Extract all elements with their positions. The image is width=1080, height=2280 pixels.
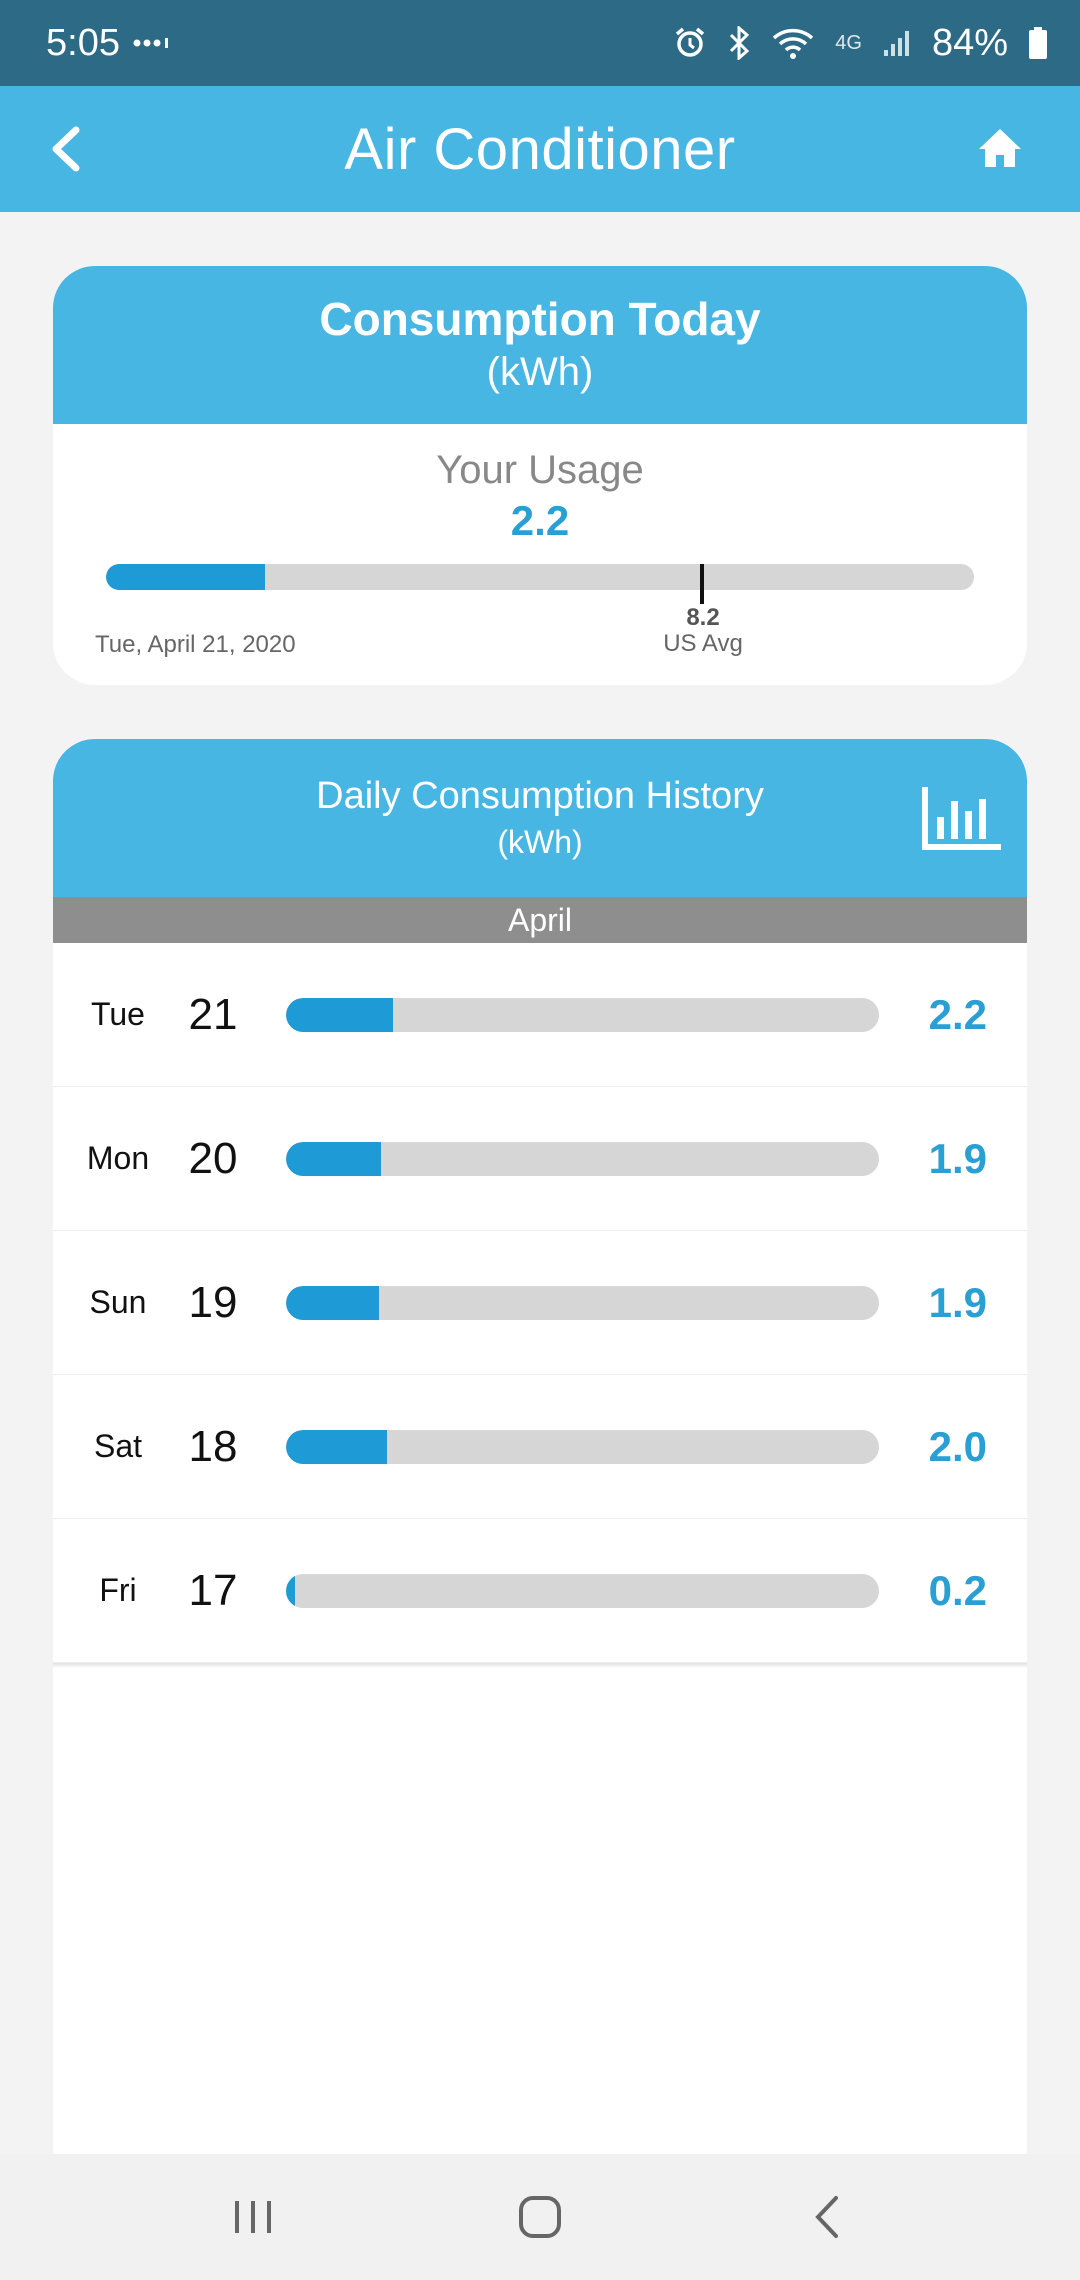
home-nav-button[interactable] — [495, 2172, 585, 2262]
alarm-icon — [673, 26, 707, 60]
row-weekday: Fri — [99, 1572, 137, 1608]
daily-history-card: Daily Consumption History (kWh) April Tu… — [53, 739, 1027, 2154]
recent-apps-icon — [235, 2201, 272, 2233]
page-title: Air Conditioner — [344, 116, 736, 182]
history-row[interactable]: Fri 17 0.2 — [53, 1519, 1027, 1663]
back-nav-button[interactable] — [782, 2172, 872, 2262]
history-row[interactable]: Mon 20 1.9 — [53, 1087, 1027, 1231]
usage-bar-track — [106, 564, 974, 590]
us-avg-marker — [700, 564, 704, 604]
row-day-number: 20 — [188, 1133, 238, 1183]
history-row[interactable]: Sat 18 2.0 — [53, 1375, 1027, 1519]
row-bar-track — [286, 1429, 879, 1464]
row-value: 2.0 — [928, 1422, 987, 1470]
signal-icon — [882, 28, 912, 58]
list-divider — [53, 1663, 1027, 1667]
row-bar-track — [286, 1141, 879, 1176]
bluetooth-icon — [727, 26, 751, 60]
row-bar-track — [286, 1285, 879, 1320]
row-bar-fill — [286, 1141, 381, 1176]
row-day-number: 21 — [188, 989, 238, 1039]
row-bar-fill — [286, 997, 393, 1032]
us-avg-label: US Avg — [663, 630, 743, 657]
row-weekday: Sat — [93, 1428, 143, 1464]
consumption-today-header: Consumption Today (kWh) — [53, 266, 1027, 424]
row-bar-fill — [286, 1429, 387, 1464]
row-weekday: Sun — [89, 1284, 147, 1320]
history-row[interactable]: Sun 19 1.9 — [53, 1231, 1027, 1375]
row-value: 1.9 — [928, 1278, 987, 1326]
recent-apps-button[interactable] — [208, 2172, 298, 2262]
home-button[interactable] — [968, 116, 1032, 180]
consumption-today-card: Consumption Today (kWh) Your Usage 2.2 8… — [53, 266, 1027, 685]
status-time: 5:05 — [46, 21, 120, 64]
usage-date: Tue, April 21, 2020 — [95, 631, 296, 658]
row-day-number: 18 — [188, 1421, 238, 1471]
usage-bar-fill — [106, 564, 265, 590]
history-row[interactable]: Tue 21 2.2 — [53, 943, 1027, 1087]
battery-percent: 84% — [931, 21, 1008, 64]
consumption-today-unit: (kWh) — [486, 350, 594, 394]
daily-history-title: Daily Consumption History — [316, 775, 764, 817]
network-type-label: 4G — [835, 31, 862, 54]
back-chevron-icon — [52, 126, 80, 172]
chart-view-button[interactable] — [921, 785, 1003, 851]
history-list: Tue 21 2.2 Mon 20 1.9 Sun 19 1.9 Sat 18 2.0 Fri 17 0.2 — [53, 943, 1027, 1663]
row-value: 1.9 — [928, 1134, 987, 1182]
system-nav-bar — [0, 2154, 1080, 2280]
consumption-today-title: Consumption Today — [319, 293, 761, 345]
row-value: 2.2 — [928, 990, 987, 1038]
row-weekday: Tue — [91, 996, 145, 1032]
back-button[interactable] — [46, 114, 116, 184]
more-dots-icon — [132, 37, 172, 49]
row-day-number: 19 — [188, 1277, 238, 1327]
back-nav-icon — [814, 2196, 838, 2238]
bar-chart-icon — [922, 787, 1001, 850]
row-value: 0.2 — [928, 1566, 987, 1614]
home-icon — [979, 129, 1021, 167]
row-bar-track — [286, 1573, 879, 1608]
us-avg-value: 8.2 — [686, 604, 720, 631]
home-nav-icon — [518, 2196, 561, 2238]
daily-history-header: Daily Consumption History (kWh) — [53, 739, 1027, 897]
row-weekday: Mon — [86, 1140, 150, 1176]
row-bar-fill — [286, 1573, 295, 1608]
month-label: April — [53, 897, 1027, 943]
row-bar-fill — [286, 1285, 380, 1320]
row-bar-track — [286, 997, 879, 1032]
daily-history-unit: (kWh) — [497, 824, 583, 860]
app-bar: Air Conditioner — [0, 86, 1080, 212]
usage-value: 2.2 — [510, 497, 570, 544]
row-day-number: 17 — [188, 1565, 238, 1615]
usage-label: Your Usage — [436, 448, 644, 492]
status-bar: 5:05 4G 84% — [0, 0, 1080, 86]
battery-icon — [1028, 26, 1048, 60]
wifi-icon — [771, 26, 815, 60]
